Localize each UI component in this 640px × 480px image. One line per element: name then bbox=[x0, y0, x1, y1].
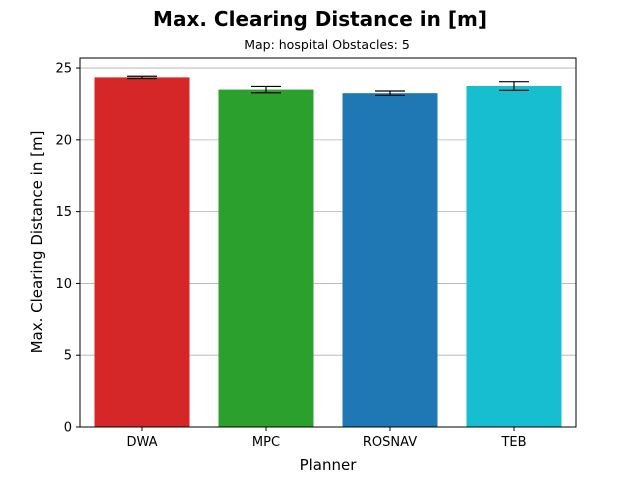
plot-frame bbox=[79, 57, 577, 428]
y-tick-label: 0 bbox=[64, 421, 72, 436]
x-axis-label: Planner bbox=[300, 456, 358, 474]
x-tick-label: MPC bbox=[252, 435, 280, 450]
x-tick-label: TEB bbox=[500, 435, 526, 450]
y-axis-label: Max. Clearing Distance in [m] bbox=[28, 131, 46, 354]
bar-dwa bbox=[94, 77, 190, 427]
error-bar-rosnav bbox=[375, 90, 405, 96]
x-axis-ticks: DWA MPC ROSNAV TEB bbox=[126, 427, 527, 450]
error-bar-dwa bbox=[127, 75, 157, 80]
y-tick-label: 10 bbox=[55, 277, 72, 292]
x-tick-label: DWA bbox=[126, 435, 157, 450]
error-bars bbox=[127, 75, 529, 96]
y-tick-label: 15 bbox=[55, 205, 72, 220]
y-tick-label: 20 bbox=[55, 133, 72, 148]
error-bar-mpc bbox=[251, 85, 281, 94]
chart-title: Max. Clearing Distance in [m] bbox=[153, 7, 487, 31]
y-tick-label: 5 bbox=[64, 349, 72, 364]
error-bar-teb bbox=[499, 81, 529, 91]
chart-subtitle: Map: hospital Obstacles: 5 bbox=[244, 37, 410, 52]
bar-rosnav bbox=[342, 93, 438, 428]
bar-mpc bbox=[218, 89, 314, 427]
bar-teb bbox=[466, 85, 562, 428]
y-tick-label: 25 bbox=[55, 62, 72, 77]
y-axis-ticks: 0 5 10 15 20 25 bbox=[55, 62, 80, 436]
bars bbox=[94, 77, 562, 428]
x-tick-label: ROSNAV bbox=[363, 435, 417, 450]
